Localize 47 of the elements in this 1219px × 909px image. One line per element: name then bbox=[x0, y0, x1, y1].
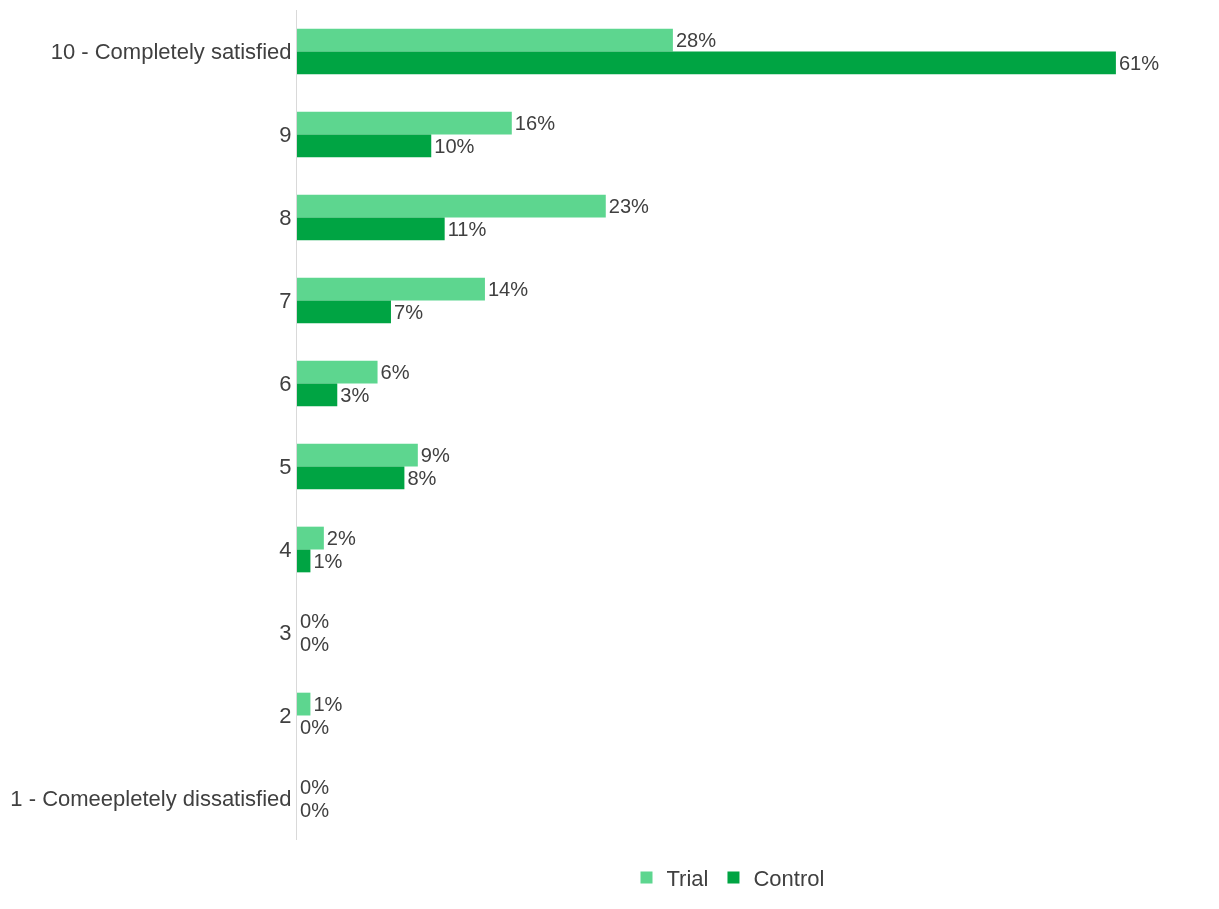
legend-label: Trial bbox=[666, 865, 709, 891]
y-tick-label: 10 - Completely satisfied bbox=[50, 39, 292, 65]
y-tick-label: 1 - Comeepletely dissatisfied bbox=[10, 786, 292, 812]
bar bbox=[297, 443, 418, 467]
y-tick-label: 6 bbox=[279, 371, 292, 397]
data-label: 14% bbox=[487, 277, 529, 300]
data-label: 0% bbox=[300, 609, 330, 632]
data-label: 16% bbox=[514, 111, 556, 134]
bar bbox=[297, 466, 405, 490]
data-label: 1% bbox=[313, 549, 343, 572]
bar bbox=[297, 51, 1116, 75]
data-label: 2% bbox=[326, 526, 357, 549]
y-tick-label: 5 bbox=[279, 454, 292, 480]
data-label: 0% bbox=[300, 715, 330, 738]
data-label: 0% bbox=[300, 775, 330, 798]
y-tick-label: 2 bbox=[279, 703, 292, 729]
bar bbox=[297, 300, 391, 324]
data-label: 10% bbox=[434, 134, 475, 157]
y-tick-label: 4 bbox=[279, 537, 292, 563]
data-label: 0% bbox=[300, 632, 330, 655]
y-tick-label: 9 bbox=[279, 122, 292, 148]
y-tick-label: 8 bbox=[279, 205, 292, 231]
data-label: 9% bbox=[420, 443, 450, 466]
y-tick-label: 7 bbox=[279, 288, 292, 314]
data-label: 8% bbox=[407, 466, 437, 489]
data-label: 61% bbox=[1118, 51, 1160, 74]
data-label: 6% bbox=[380, 360, 410, 383]
data-label: 23% bbox=[608, 194, 650, 217]
data-label: 1% bbox=[313, 692, 343, 715]
y-tick-label: 3 bbox=[279, 620, 292, 646]
data-label: 3% bbox=[340, 383, 370, 406]
data-label: 0% bbox=[300, 798, 330, 821]
data-label: 28% bbox=[675, 28, 717, 51]
data-label: 7% bbox=[393, 300, 424, 323]
legend-label: Control bbox=[753, 865, 825, 891]
data-label: 11% bbox=[447, 217, 487, 240]
bar bbox=[297, 383, 338, 407]
bar bbox=[297, 526, 324, 550]
bar bbox=[297, 360, 378, 384]
bar bbox=[297, 111, 512, 135]
bar bbox=[297, 194, 606, 218]
bar bbox=[297, 28, 673, 52]
bar bbox=[297, 277, 485, 301]
bar bbox=[297, 692, 311, 716]
bar bbox=[297, 217, 445, 241]
bar bbox=[297, 134, 432, 158]
bar bbox=[297, 549, 311, 573]
